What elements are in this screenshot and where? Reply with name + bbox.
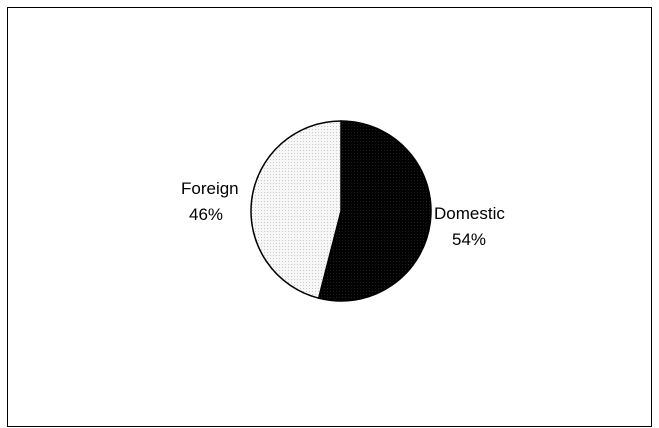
pie-slice-foreign [250,120,342,300]
pie-chart: Domestic 54% Foreign 46% [181,120,505,302]
label-foreign-value: 46% [189,205,223,224]
label-domestic-name: Domestic [434,204,505,223]
label-foreign-name: Foreign [181,179,239,198]
chart-area: Domestic 54% Foreign 46% [7,7,652,427]
pie-labels: Domestic 54% Foreign 46% [181,179,505,249]
pie-slices [250,120,432,302]
label-domestic-value: 54% [452,230,486,249]
pie-slice-domestic [317,120,432,302]
